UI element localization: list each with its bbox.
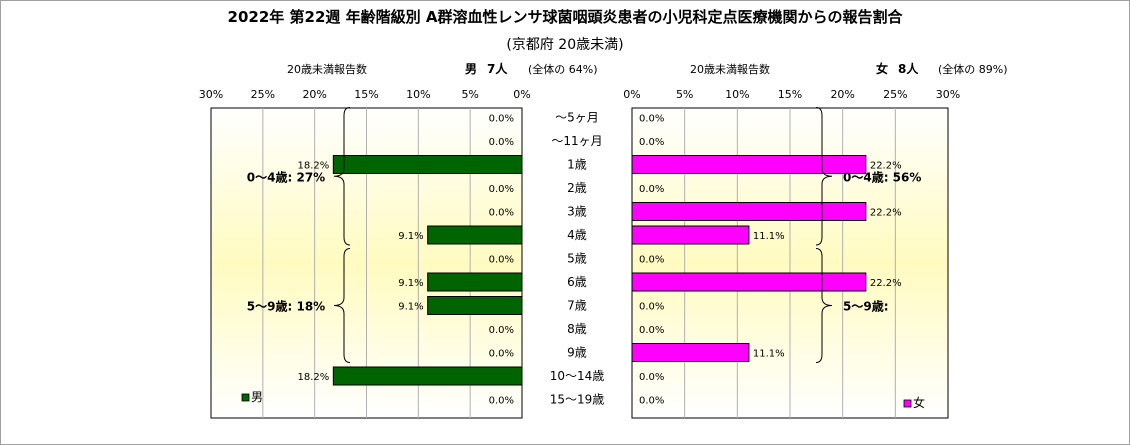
left-bracket xyxy=(333,107,351,246)
left-tick-label: 15% xyxy=(354,88,378,101)
category-label: 7歳 xyxy=(567,299,587,313)
right-tick-label: 0% xyxy=(623,88,640,101)
right-count-label: 8人 xyxy=(898,62,919,76)
legend-female-swatch xyxy=(903,399,912,408)
left-data-label: 0.0% xyxy=(489,349,514,360)
right-bar xyxy=(631,202,867,221)
right-data-label: 0.0% xyxy=(639,396,664,407)
left-bar xyxy=(427,272,523,292)
left-data-label: 0.0% xyxy=(489,325,514,336)
right-bar xyxy=(631,343,750,362)
category-label: ～5ヶ月 xyxy=(555,111,599,125)
left-data-label: 0.0% xyxy=(489,114,514,125)
left-bar xyxy=(427,296,523,315)
right-share-label: (全体の 89%) xyxy=(938,63,1008,76)
left-data-label: 9.1% xyxy=(398,231,423,242)
right-bar xyxy=(631,155,867,174)
left-bar xyxy=(332,366,523,386)
left-bracket-label: 0～4歳: 27% xyxy=(247,169,325,184)
right-bar xyxy=(631,225,750,245)
left-sex-label: 男 xyxy=(465,62,478,76)
right-bracket xyxy=(815,107,833,246)
right-data-label: 0.0% xyxy=(639,255,664,266)
right-tick-label: 10% xyxy=(725,88,749,101)
category-label: 1歳 xyxy=(567,158,587,172)
right-tick-label: 30% xyxy=(936,88,960,101)
left-data-label: 0.0% xyxy=(489,137,514,148)
left-tick-label: 0% xyxy=(513,88,530,101)
right-data-label: 0.0% xyxy=(639,302,664,313)
category-label: 10～14歳 xyxy=(550,369,605,383)
left-tick-label: 5% xyxy=(461,88,478,101)
left-share-label: (全体の 64%) xyxy=(528,63,598,76)
category-label: 3歳 xyxy=(567,205,587,219)
right-data-label: 0.0% xyxy=(639,184,664,195)
left-tick-label: 10% xyxy=(406,88,430,101)
right-tick-label: 5% xyxy=(676,88,693,101)
right-tick-label: 15% xyxy=(778,88,802,101)
legend-female-label: 女 xyxy=(913,395,925,410)
right-bar xyxy=(631,272,867,292)
right-sex-label: 女 xyxy=(876,62,889,76)
left-tick-label: 25% xyxy=(251,88,275,101)
right-data-label: 0.0% xyxy=(639,137,664,148)
category-label: 6歳 xyxy=(567,275,587,289)
chart-title: 2022年 第22週 年齢階級別 A群溶血性レンサ球菌咽頭炎患者の小児科定点医療… xyxy=(227,8,903,26)
right-bracket-label: 5～9歳: xyxy=(843,299,889,314)
left-count-label: 7人 xyxy=(487,62,508,76)
right-bracket xyxy=(815,248,833,363)
left-tick-label: 30% xyxy=(199,88,223,101)
category-label: 5歳 xyxy=(567,252,587,266)
right-data-label: 0.0% xyxy=(639,114,664,125)
legend-male-swatch xyxy=(241,393,250,402)
right-data-label: 11.1% xyxy=(753,231,785,242)
left-tick-label: 20% xyxy=(302,88,326,101)
left-data-label: 18.2% xyxy=(298,161,330,172)
chart-subtitle: (京都府 20歳未満) xyxy=(506,37,624,53)
right-data-label: 11.1% xyxy=(753,349,785,360)
category-label: 15～19歳 xyxy=(550,393,605,407)
left-bar xyxy=(332,155,523,174)
right-axis-label: 20歳未満報告数 xyxy=(690,63,770,76)
right-data-label: 22.2% xyxy=(870,161,902,172)
left-data-label: 9.1% xyxy=(398,302,423,313)
right-tick-label: 20% xyxy=(830,88,854,101)
right-bracket-label: 0～4歳: 56% xyxy=(843,169,921,184)
left-data-label: 0.0% xyxy=(489,184,514,195)
left-bracket xyxy=(333,248,351,363)
legend-male-label: 男 xyxy=(251,390,263,404)
left-axis-label: 20歳未満報告数 xyxy=(287,63,367,76)
left-bar xyxy=(427,225,523,245)
category-label: 8歳 xyxy=(567,322,587,336)
category-label: 2歳 xyxy=(567,181,587,195)
category-label: 4歳 xyxy=(567,228,587,242)
left-bracket-label: 5～9歳: 18% xyxy=(247,299,325,314)
right-data-label: 22.2% xyxy=(870,278,902,289)
left-data-label: 0.0% xyxy=(489,255,514,266)
left-data-label: 18.2% xyxy=(298,372,330,383)
left-data-label: 9.1% xyxy=(398,278,423,289)
right-data-label: 0.0% xyxy=(639,325,664,336)
left-data-label: 0.0% xyxy=(489,208,514,219)
category-label: ～11ヶ月 xyxy=(551,134,602,148)
right-tick-label: 25% xyxy=(883,88,907,101)
right-data-label: 22.2% xyxy=(870,208,902,219)
left-data-label: 0.0% xyxy=(489,396,514,407)
category-label: 9歳 xyxy=(567,346,587,360)
right-data-label: 0.0% xyxy=(639,372,664,383)
